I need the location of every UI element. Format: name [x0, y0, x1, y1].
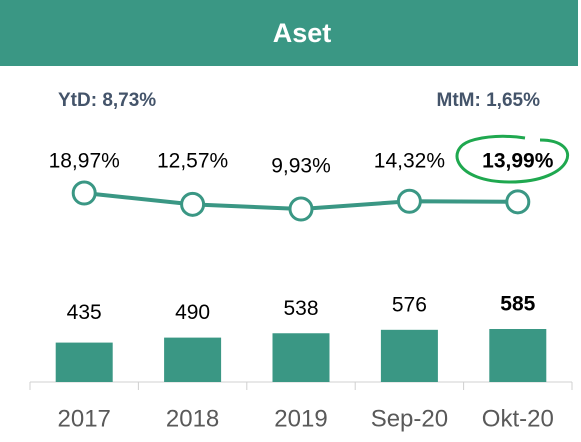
x-tick-label: 2019: [274, 405, 327, 432]
data-label: 576: [392, 293, 427, 316]
bar: [272, 333, 330, 382]
line-point: [288, 196, 314, 222]
highlight-ellipse: [455, 134, 570, 184]
header-banner: [0, 0, 578, 66]
bar: [489, 329, 547, 382]
data-label: 538: [283, 297, 318, 320]
bar: [164, 337, 222, 382]
x-tick-label: 2017: [58, 405, 111, 432]
data-label: 12,57%: [157, 150, 228, 173]
bar: [380, 329, 438, 382]
annotation: YtD: 8,73%: [58, 90, 156, 111]
data-label: 13,99%: [482, 150, 554, 173]
line-point: [71, 180, 97, 206]
x-tick-label: Sep-20: [371, 405, 448, 432]
data-label: 585: [500, 293, 535, 316]
chart-title: Aset: [273, 18, 332, 48]
line-point: [396, 188, 422, 214]
data-label: 490: [175, 301, 210, 324]
annotation: MtM: 1,65%: [437, 90, 541, 111]
data-label: 14,32%: [374, 150, 445, 173]
x-tick-label: Okt-20: [482, 405, 554, 432]
data-label: 435: [67, 301, 102, 324]
data-label: 18,97%: [49, 150, 120, 173]
x-tick-label: 2018: [166, 405, 219, 432]
data-label: 9,93%: [271, 155, 331, 178]
line-point: [505, 189, 531, 215]
line-point: [180, 191, 206, 217]
bar: [55, 342, 113, 382]
